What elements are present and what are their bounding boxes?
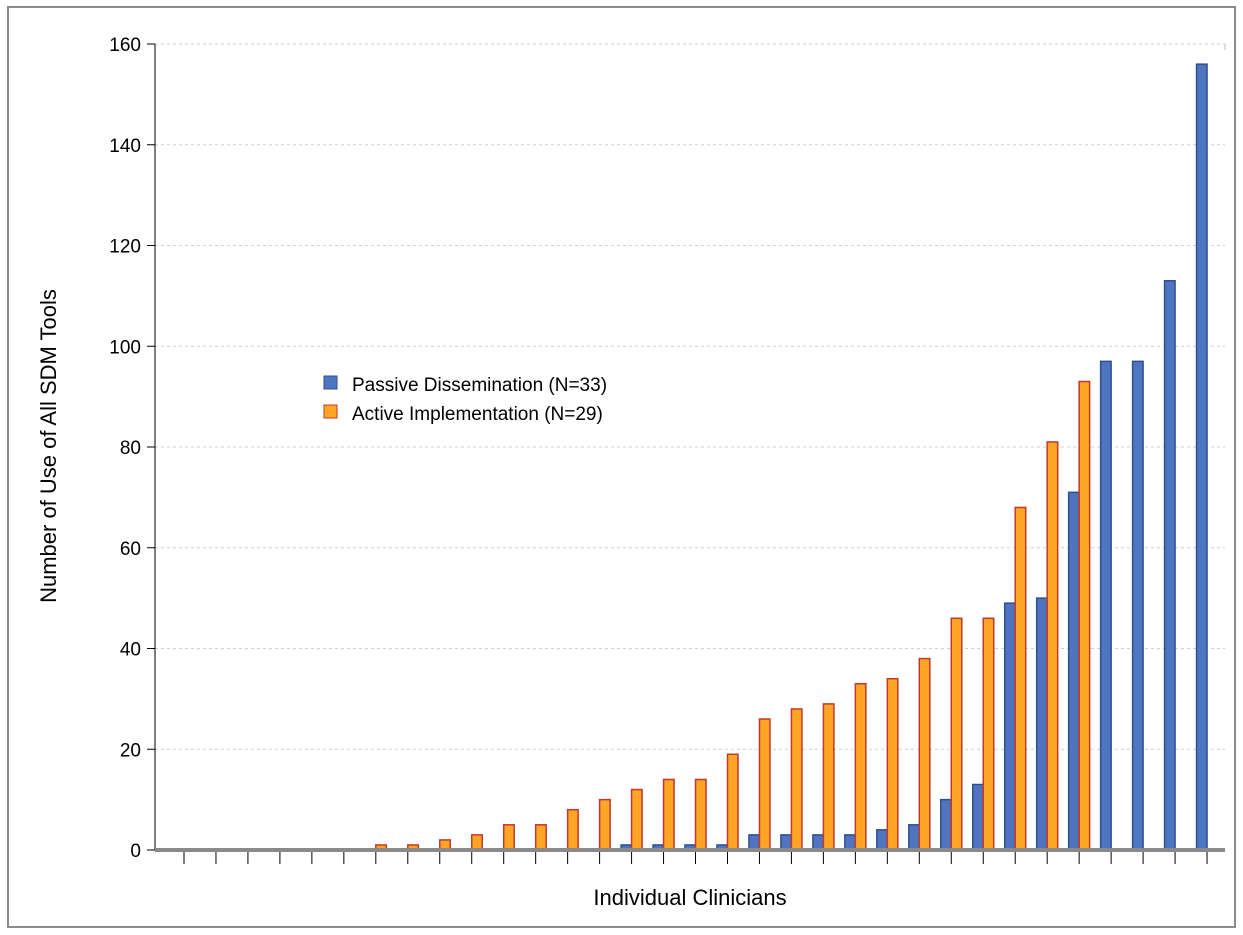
- bar-passive-23: [876, 829, 889, 851]
- bar-active-26: [982, 617, 995, 851]
- legend: Passive Dissemination (N=33) Active Impl…: [323, 375, 607, 425]
- grid-lines: [155, 43, 1225, 750]
- y-tick-label-160: 160: [109, 35, 141, 56]
- bar-active-19: [758, 718, 771, 851]
- bar-active-14: [598, 798, 611, 851]
- bar-passive-20: [780, 834, 793, 851]
- bars: [375, 63, 1208, 851]
- x-axis-ticks: [183, 852, 1208, 864]
- bar-active-27: [1014, 506, 1027, 851]
- bar-passive-19: [748, 834, 761, 851]
- bar-active-28: [1046, 441, 1059, 851]
- bar-active-13: [566, 808, 579, 851]
- y-tick-label-20: 20: [120, 740, 141, 761]
- x-axis-title: Individual Clinicians: [593, 885, 786, 910]
- bar-active-17: [694, 778, 707, 851]
- bar-passive-25: [940, 798, 953, 851]
- legend-swatch-active: [323, 404, 338, 419]
- bar-passive-31: [1131, 360, 1144, 851]
- bar-passive-24: [908, 824, 921, 851]
- bar-active-16: [662, 778, 675, 851]
- bar-passive-21: [812, 834, 825, 851]
- bar-passive-28: [1035, 597, 1048, 851]
- legend-label-passive: Passive Dissemination (N=33): [352, 375, 607, 396]
- y-tick-label-80: 80: [120, 438, 141, 459]
- y-tick-label-60: 60: [120, 539, 141, 560]
- y-tick-label-40: 40: [120, 640, 141, 661]
- y-tick-label-100: 100: [109, 337, 141, 358]
- bar-passive-27: [1003, 602, 1016, 851]
- y-tick-label-140: 140: [109, 136, 141, 157]
- bar-passive-33: [1195, 63, 1208, 851]
- bar-active-10: [470, 834, 483, 851]
- y-axis-title: Number of Use of All SDM Tools: [36, 289, 61, 603]
- bar-active-12: [534, 824, 547, 851]
- bar-passive-32: [1163, 280, 1176, 851]
- y-tick-label-120: 120: [109, 237, 141, 258]
- chart-frame: [7, 6, 1236, 928]
- legend-swatch-passive: [323, 375, 338, 390]
- bar-active-29: [1078, 380, 1091, 851]
- axes: [154, 44, 1226, 852]
- bar-active-18: [726, 753, 739, 851]
- bar-passive-26: [971, 783, 984, 851]
- bar-active-24: [918, 657, 931, 851]
- bar-active-15: [630, 788, 643, 851]
- bar-passive-22: [844, 834, 857, 851]
- bar-active-22: [854, 683, 867, 851]
- bar-active-11: [502, 824, 515, 851]
- bar-active-20: [790, 708, 803, 851]
- y-axis-ticks: 0 20 40 60 80 100 120 140 160: [109, 35, 155, 862]
- bar-passive-30: [1099, 360, 1112, 851]
- bar-passive-29: [1067, 491, 1080, 851]
- y-tick-label-0: 0: [130, 841, 141, 862]
- bar-active-23: [886, 677, 899, 851]
- bar-active-21: [822, 703, 835, 851]
- bar-active-25: [950, 617, 963, 851]
- legend-label-active: Active Implementation (N=29): [352, 404, 603, 425]
